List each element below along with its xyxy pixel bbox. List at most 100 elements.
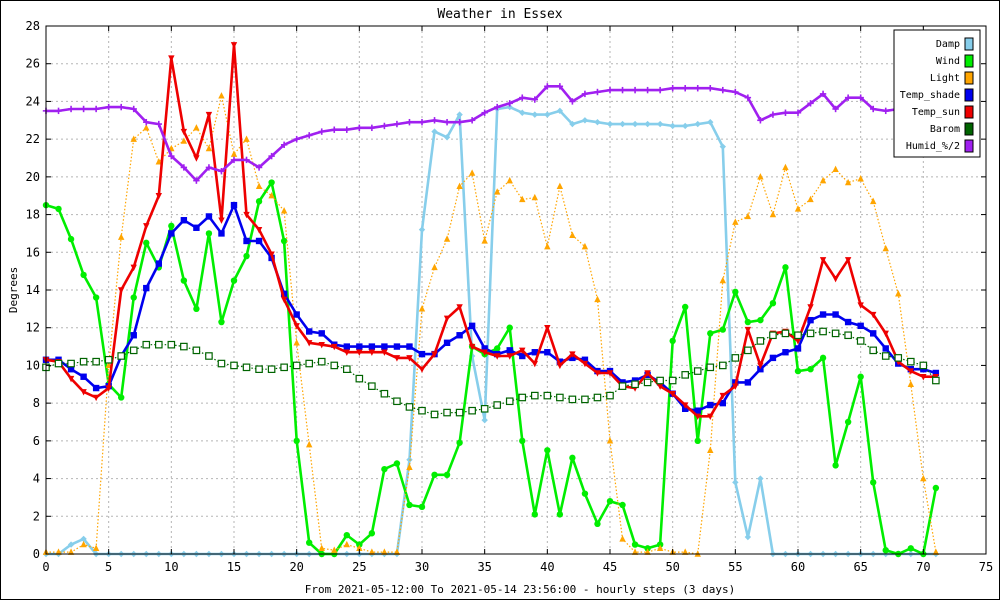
data-point-light: [832, 165, 839, 173]
y-tick-label: 2: [33, 509, 40, 523]
y-tick-label: 6: [33, 434, 40, 448]
x-tick-label: 50: [665, 560, 679, 574]
data-point-damp: [694, 120, 701, 128]
data-point-barom: [330, 361, 339, 370]
data-point-light: [920, 474, 927, 482]
data-point-temp-shade: [343, 343, 350, 350]
data-point-humid-2: [531, 96, 538, 103]
data-point-barom: [155, 340, 163, 349]
data-point-wind: [581, 490, 589, 497]
data-point-light: [807, 195, 814, 203]
x-tick-label: 25: [352, 560, 366, 574]
data-point-wind: [794, 367, 802, 375]
y-axis-label: Degrees: [7, 267, 20, 313]
data-point-temp-shade: [782, 349, 789, 356]
x-tick-label: 20: [289, 560, 303, 574]
data-point-temp-sun: [92, 394, 100, 402]
data-point-temp-sun: [581, 360, 589, 368]
data-point-damp: [594, 118, 601, 126]
data-point-temp-sun: [443, 315, 451, 322]
x-tick-label: 5: [105, 560, 112, 574]
data-point-light: [381, 548, 388, 555]
data-point-wind: [882, 547, 889, 554]
data-point-temp-sun: [431, 351, 438, 358]
data-point-wind: [255, 198, 263, 205]
data-point-wind: [243, 252, 250, 260]
data-point-barom: [104, 355, 113, 364]
data-point-temp-shade: [406, 343, 413, 350]
data-point-light: [857, 175, 864, 182]
data-point-temp-shade: [356, 343, 363, 350]
data-point-barom: [92, 357, 100, 366]
data-point-temp-sun: [368, 349, 376, 356]
data-point-damp: [644, 120, 651, 128]
data-point-humid-2: [67, 105, 75, 113]
data-point-barom: [781, 329, 790, 338]
data-point-temp-sun: [644, 370, 651, 377]
data-point-temp-shade: [769, 354, 777, 362]
data-point-light: [331, 546, 338, 553]
data-point-damp: [519, 109, 526, 116]
data-point-temp-sun: [544, 325, 551, 332]
data-point-wind: [143, 239, 150, 247]
data-point-temp-sun: [807, 304, 814, 311]
data-point-humid-2: [694, 85, 701, 92]
data-point-wind: [669, 337, 676, 345]
data-point-barom: [681, 371, 690, 379]
data-point-temp-shade: [819, 311, 827, 318]
data-point-temp-shade: [205, 213, 213, 220]
data-point-humid-2: [732, 88, 739, 96]
data-point-wind: [306, 539, 313, 546]
data-point-barom: [831, 329, 840, 338]
legend-swatch: [964, 54, 974, 68]
data-point-humid-2: [744, 94, 752, 101]
data-point-barom: [54, 359, 63, 368]
data-point-temp-sun: [694, 413, 701, 421]
data-point-barom: [180, 342, 188, 351]
data-point-wind: [644, 545, 651, 552]
data-point-barom: [455, 408, 464, 417]
data-point-temp-shade: [67, 366, 75, 373]
data-point-temp-sun: [844, 257, 852, 264]
data-point-humid-2: [418, 118, 426, 126]
data-point-temp-shade: [870, 330, 877, 337]
x-tick-label: 55: [728, 560, 742, 574]
data-point-humid-2: [656, 86, 664, 94]
data-point-humid-2: [870, 105, 877, 113]
data-point-barom: [593, 393, 602, 402]
data-point-temp-sun: [393, 355, 401, 362]
data-point-temp-sun: [243, 211, 250, 219]
chart-title: Weather in Essex: [437, 7, 562, 22]
data-point-barom: [856, 337, 865, 345]
data-point-barom: [932, 376, 940, 385]
data-point-barom: [668, 376, 677, 385]
data-point-light: [544, 242, 551, 250]
data-point-light: [155, 158, 162, 165]
data-point-temp-shade: [318, 330, 325, 337]
x-tick-label: 75: [979, 560, 993, 574]
data-point-temp-shade: [531, 349, 538, 356]
data-point-wind: [456, 439, 463, 446]
data-point-temp-sun: [280, 296, 288, 304]
data-point-temp-sun: [293, 323, 300, 330]
data-point-barom: [706, 363, 715, 372]
data-point-light: [143, 124, 150, 131]
data-point-temp-sun: [456, 304, 463, 311]
data-point-wind: [656, 541, 664, 548]
data-point-barom: [430, 410, 439, 419]
data-point-temp-shade: [368, 343, 376, 350]
data-point-damp: [481, 416, 488, 424]
data-point-damp: [569, 120, 576, 128]
data-point-wind: [406, 501, 413, 509]
data-point-damp: [443, 134, 451, 141]
data-point-barom: [643, 378, 652, 387]
y-tick-label: 16: [26, 245, 40, 259]
data-point-temp-sun: [343, 349, 350, 356]
data-point-barom: [255, 365, 263, 374]
data-point-barom: [305, 359, 314, 368]
data-point-temp-sun: [105, 385, 112, 392]
data-point-damp: [80, 535, 87, 543]
data-point-wind: [80, 271, 87, 279]
data-point-damp: [544, 111, 551, 118]
legend-swatch: [964, 37, 974, 51]
